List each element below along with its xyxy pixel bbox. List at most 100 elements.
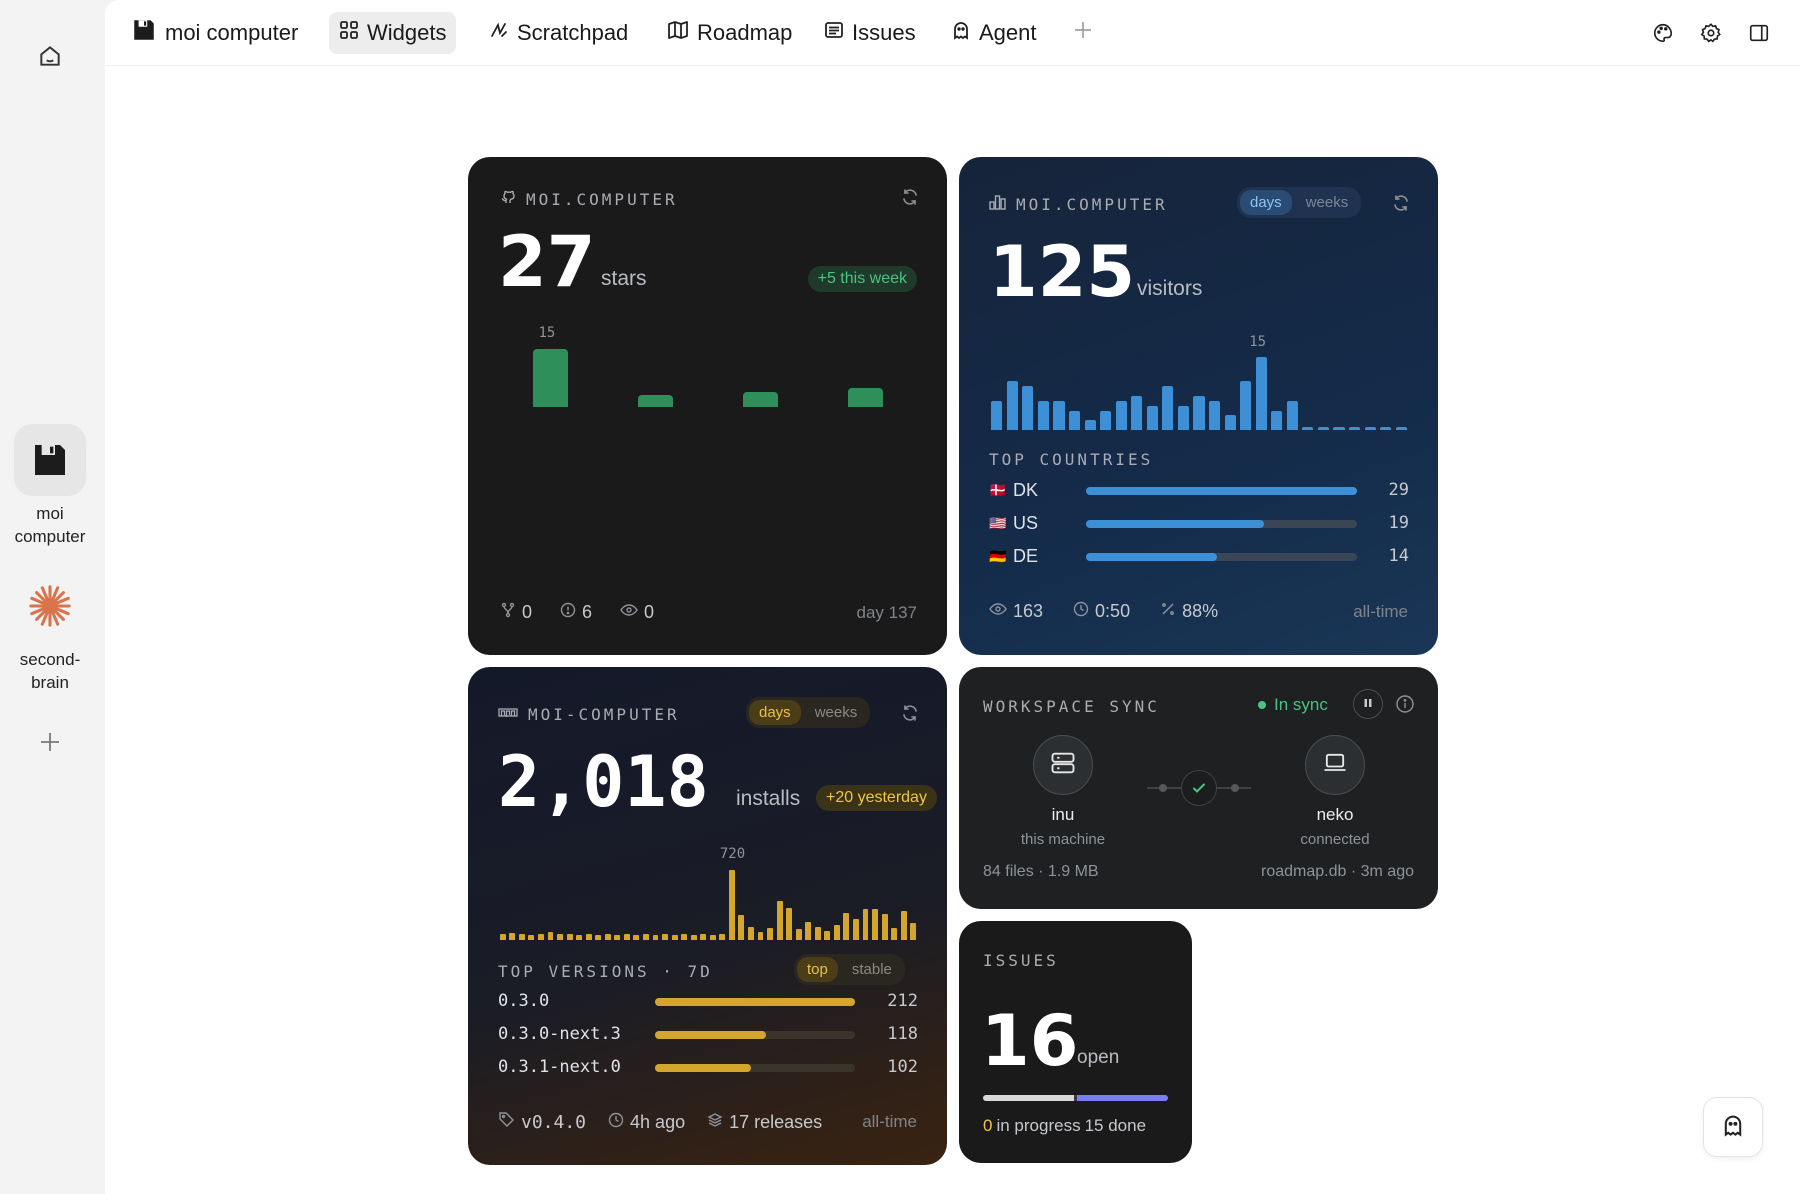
country-bar: [1086, 520, 1357, 528]
chart-bar: [518, 934, 525, 940]
version-bar: [655, 1064, 855, 1072]
workspace-moi-computer[interactable]: moi computer: [0, 424, 100, 548]
chart-bar: [833, 925, 840, 940]
chart-bar: [1364, 427, 1376, 430]
issues-count: 6: [582, 602, 593, 622]
workspace-title[interactable]: moi computer: [121, 12, 308, 54]
agent-chat-button[interactable]: [1703, 1097, 1763, 1157]
local-machine-info: inu this machine: [983, 805, 1143, 848]
release-stats: v0.4.0 4h ago 17 releases: [498, 1111, 822, 1133]
toggle-weeks[interactable]: weeks: [814, 704, 858, 721]
country-code: US: [1013, 513, 1039, 533]
gear-icon[interactable]: [1696, 18, 1726, 48]
npm-icon: [498, 706, 518, 724]
chart-bar: [991, 400, 1003, 430]
issues-widget[interactable]: ISSUES 16 open 0 in progress 15 done: [959, 921, 1192, 1163]
status-dot: [1258, 701, 1266, 709]
country-flag-icon: 🇩🇪: [989, 548, 1007, 564]
tab-roadmap[interactable]: Roadmap: [657, 12, 802, 54]
workspace-second-brain[interactable]: second- brain: [0, 570, 100, 694]
country-value: 19: [1388, 513, 1409, 533]
local-name: inu: [1051, 805, 1075, 824]
country-value: 14: [1388, 546, 1409, 566]
version-bar-fill: [655, 1031, 767, 1039]
add-workspace-icon[interactable]: [36, 728, 64, 756]
info-icon[interactable]: [1395, 694, 1415, 719]
chart-bar: [776, 901, 783, 940]
chart-bar: [1348, 427, 1361, 430]
refresh-icon[interactable]: [1391, 193, 1411, 218]
tab-scratchpad[interactable]: Scratchpad: [479, 12, 638, 54]
grid-icon: [339, 20, 359, 46]
pause-icon: [1363, 695, 1373, 713]
versions-list: 0.3.0 212 0.3.0-next.3 118 0.3.1-next.0 102: [498, 991, 918, 1093]
done-count: 15 done: [1084, 1116, 1147, 1135]
done-segment: [1077, 1095, 1168, 1101]
plus-icon: [1073, 20, 1093, 46]
tab-widgets[interactable]: Widgets: [329, 12, 457, 54]
chart-bar: [642, 934, 649, 940]
add-tab-button[interactable]: [1063, 12, 1103, 54]
chart-bar: [576, 935, 583, 940]
avg-duration: 0:50: [1095, 601, 1131, 621]
chart-bar: [910, 923, 917, 940]
refresh-icon[interactable]: [900, 187, 920, 212]
country-value: 29: [1388, 480, 1409, 500]
issues-title: ISSUES: [983, 951, 1059, 970]
chart-bar: [633, 935, 640, 940]
layers-icon: [707, 1112, 723, 1133]
chart-bar: [1317, 427, 1330, 430]
country-code: DK: [1013, 480, 1039, 500]
chart-bar: [1177, 405, 1190, 430]
chart-bar: [847, 387, 884, 407]
chart-bar: [872, 908, 878, 940]
toggle-weeks[interactable]: weeks: [1305, 194, 1349, 211]
clock-icon: [608, 1112, 624, 1133]
chart-bar: [528, 935, 535, 940]
toggle-top[interactable]: top: [797, 957, 838, 982]
chart-bar: [742, 391, 779, 407]
chart-bar: [1208, 400, 1221, 430]
toggle-days[interactable]: days: [749, 700, 801, 725]
last-synced-file: roadmap.db · 3m ago: [1261, 863, 1414, 880]
sidebar-toggle-icon[interactable]: [1744, 18, 1774, 48]
refresh-icon[interactable]: [900, 703, 920, 728]
widget-header: MOI.COMPUTER: [500, 189, 678, 210]
floppy-icon: [14, 424, 86, 496]
range-toggle: days weeks: [746, 697, 871, 728]
version-value: 118: [887, 1024, 918, 1044]
asterisk-icon: [14, 570, 86, 642]
link-dot: [1159, 784, 1167, 792]
chart-bar: [700, 934, 707, 940]
palette-icon[interactable]: [1648, 18, 1678, 48]
chart-bar: [1037, 400, 1050, 430]
chart-bar: [681, 934, 688, 940]
tab-agent[interactable]: Agent: [941, 12, 1047, 54]
tab-issues[interactable]: Issues: [814, 12, 926, 54]
version-bar-fill: [655, 998, 855, 1006]
alert-circle-icon: [560, 602, 576, 623]
version-name: 0.3.1-next.0: [498, 1057, 621, 1077]
toggle-stable[interactable]: stable: [851, 961, 892, 978]
toggle-days[interactable]: days: [1240, 190, 1292, 215]
home-icon[interactable]: [34, 40, 66, 72]
github-icon: [500, 189, 516, 210]
chart-bar: [537, 934, 544, 940]
chart-bar: [1162, 386, 1174, 430]
repo-age: day 137: [856, 603, 918, 622]
chart-bar: [852, 918, 859, 940]
in-progress-count: 0: [983, 1116, 993, 1135]
watchers-count: 0: [644, 602, 655, 622]
chart-bar: [1084, 420, 1096, 430]
pause-button[interactable]: [1353, 689, 1383, 719]
stars-bar-chart: 15: [498, 325, 918, 407]
source-label: MOI.COMPUTER: [526, 190, 678, 209]
forks-count: 0: [522, 602, 533, 622]
version-bar: [655, 1031, 855, 1039]
version-value: 102: [887, 1057, 918, 1077]
chart-bar: [1006, 381, 1018, 430]
chart-bar: [795, 929, 802, 940]
chart-bar: [1271, 410, 1283, 430]
chart-bar: [547, 932, 554, 940]
visitors-widget: MOI.COMPUTER days weeks 125 visitors 15 …: [959, 157, 1438, 655]
